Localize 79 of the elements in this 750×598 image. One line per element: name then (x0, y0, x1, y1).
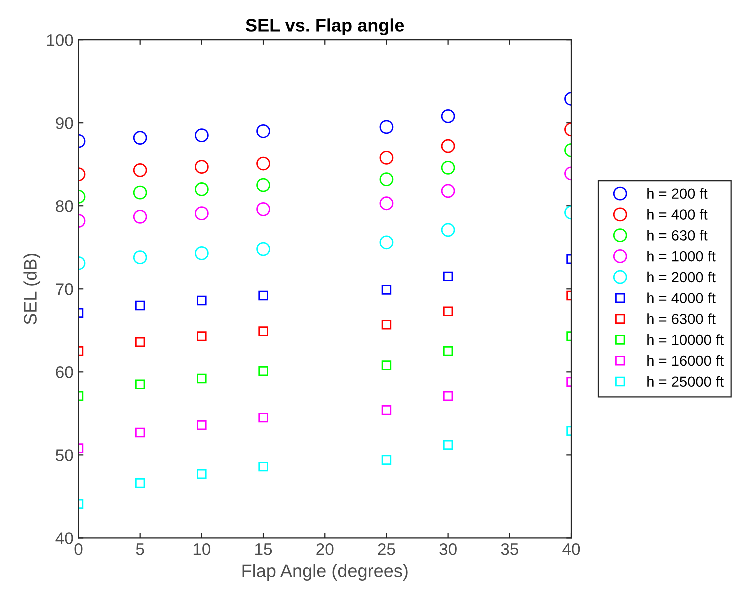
point (194, 246, 209, 260)
y-tick-label: 70 (56, 284, 74, 296)
point (197, 296, 207, 306)
point (194, 128, 209, 142)
x-tick-label: 10 (194, 544, 211, 556)
legend-label: h = 16000 ft (648, 355, 724, 366)
point (380, 172, 394, 186)
point (441, 139, 456, 154)
point (258, 326, 268, 336)
point (256, 124, 270, 138)
x-tick-label: 20 (316, 544, 334, 556)
point (133, 131, 148, 145)
point (443, 272, 454, 282)
point (382, 285, 392, 295)
point (443, 440, 454, 450)
y-tick-label: 40 (56, 532, 74, 544)
chart-title: SEL vs. Flap angle (246, 18, 404, 36)
point (258, 366, 268, 376)
legend-label: h = 6300 ft (648, 314, 716, 324)
y-tick-label: 50 (56, 450, 74, 462)
point (443, 306, 454, 316)
point (256, 202, 270, 216)
x-tick-label: 25 (378, 544, 396, 556)
point (441, 160, 456, 175)
x-tick-label: 40 (562, 544, 580, 556)
y-tick-label: 90 (56, 117, 74, 130)
point (382, 405, 392, 416)
point (443, 346, 454, 356)
point (135, 380, 146, 390)
legend-label: h = 2000 ft (648, 272, 716, 283)
y-tick-label: 100 (47, 34, 74, 46)
point (133, 250, 148, 265)
point (133, 210, 148, 224)
x-tick-label: 35 (501, 544, 518, 556)
legend-label: h = 200 ft (648, 188, 708, 200)
point (133, 186, 148, 200)
y-axis-title: SEL (dB) (24, 254, 41, 325)
legend-label: h = 25000 ft (648, 376, 724, 388)
point (197, 469, 207, 480)
point (380, 120, 394, 134)
x-axis-title: Flap Angle (degrees) (242, 564, 408, 581)
point (133, 163, 148, 178)
point (135, 337, 146, 348)
point (441, 184, 456, 198)
legend-label: h = 1000 ft (648, 251, 716, 262)
legend-label: h = 630 ft (648, 230, 708, 241)
point (135, 300, 146, 311)
legend-label: h = 400 ft (648, 209, 708, 220)
point (258, 290, 268, 301)
x-tick-label: 0 (74, 544, 83, 556)
point (382, 360, 392, 370)
point (382, 320, 392, 330)
point (380, 196, 394, 211)
y-tick-label: 80 (56, 200, 74, 212)
legend-label: h = 4000 ft (648, 292, 716, 304)
x-tick-label: 15 (256, 544, 272, 556)
x-tick-label: 30 (440, 544, 457, 556)
point (256, 242, 270, 256)
point (197, 420, 207, 430)
point (256, 156, 270, 171)
y-tick-label: 60 (56, 366, 74, 378)
point (194, 160, 209, 174)
point (382, 455, 392, 466)
point (135, 428, 146, 438)
point (380, 151, 394, 165)
point (135, 478, 146, 488)
point (197, 374, 207, 384)
point (441, 223, 456, 238)
point (441, 110, 456, 124)
point (194, 206, 209, 221)
point (194, 182, 209, 196)
legend-label: h = 10000 ft (648, 334, 724, 346)
point (256, 178, 270, 192)
point (258, 412, 268, 423)
point (197, 332, 207, 342)
point (258, 462, 268, 472)
point (380, 236, 394, 250)
x-tick-label: 5 (136, 544, 144, 556)
point (443, 391, 454, 402)
